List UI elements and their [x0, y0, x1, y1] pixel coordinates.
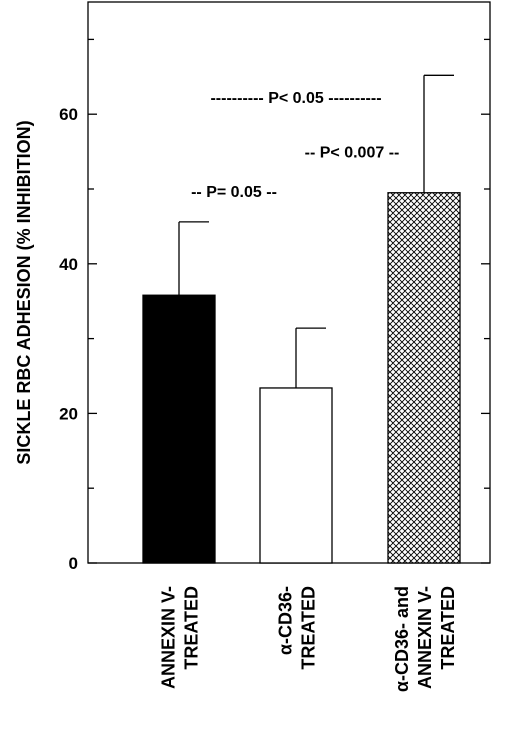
significance-annotation-1: ---------- P< 0.05 ----------	[210, 90, 381, 107]
significance-annotation-3: -- P= 0.05 --	[191, 184, 277, 201]
category-label-3-line-3: TREATED	[438, 586, 458, 670]
category-label-2-line-1: α-CD36-	[276, 586, 296, 655]
category-label-3-line-2: ANNEXIN V-	[415, 586, 435, 689]
y-axis-label: SICKLE RBC ADHESION (% INHIBITION)	[14, 120, 34, 464]
category-label-1-line-1: ANNEXIN V-	[159, 586, 179, 689]
y-tick-label: 20	[59, 404, 78, 423]
error-bars	[178, 74, 454, 388]
bar-3	[387, 192, 461, 564]
y-axis: 0 20 40 60	[59, 38, 490, 573]
x-axis-categories: ANNEXIN V- TREATED α-CD36- TREATED α-CD36- a…	[159, 586, 459, 692]
bar-1	[142, 294, 216, 564]
category-label-1-line-2: TREATED	[182, 586, 202, 670]
bar-2	[259, 387, 333, 564]
bars	[142, 192, 461, 564]
annotations: ---------- P< 0.05 ---------- -- P< 0.007…	[191, 90, 399, 201]
y-tick-label: 40	[59, 255, 78, 274]
category-label-2-line-2: TREATED	[299, 586, 319, 670]
significance-annotation-2: -- P< 0.007 --	[305, 145, 400, 162]
y-tick-label: 60	[59, 105, 78, 124]
category-label-3-line-1: α-CD36- and	[392, 586, 412, 692]
y-tick-label: 0	[69, 554, 78, 573]
